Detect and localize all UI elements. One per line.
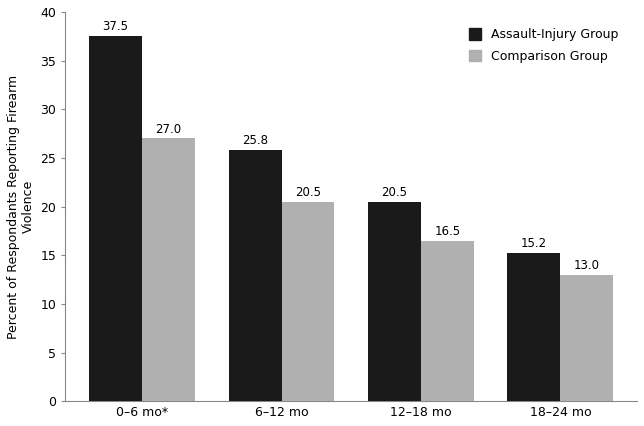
Bar <box>142 138 195 401</box>
Bar <box>229 150 281 401</box>
Text: 20.5: 20.5 <box>295 186 321 199</box>
Bar <box>281 201 334 401</box>
Text: 37.5: 37.5 <box>102 20 129 33</box>
Y-axis label: Percent of Respondants Reporting Firearm
Violence: Percent of Respondants Reporting Firearm… <box>7 75 35 339</box>
Text: 25.8: 25.8 <box>242 134 268 147</box>
Text: 16.5: 16.5 <box>434 225 460 238</box>
Text: 20.5: 20.5 <box>381 186 408 199</box>
Text: 13.0: 13.0 <box>574 259 600 272</box>
Bar <box>560 275 613 401</box>
Bar <box>421 241 474 401</box>
Bar <box>368 201 421 401</box>
Bar <box>89 36 142 401</box>
Text: 15.2: 15.2 <box>521 237 547 250</box>
Legend: Assault-Injury Group, Comparison Group: Assault-Injury Group, Comparison Group <box>463 22 625 69</box>
Text: 27.0: 27.0 <box>155 123 182 135</box>
Bar <box>507 253 560 401</box>
